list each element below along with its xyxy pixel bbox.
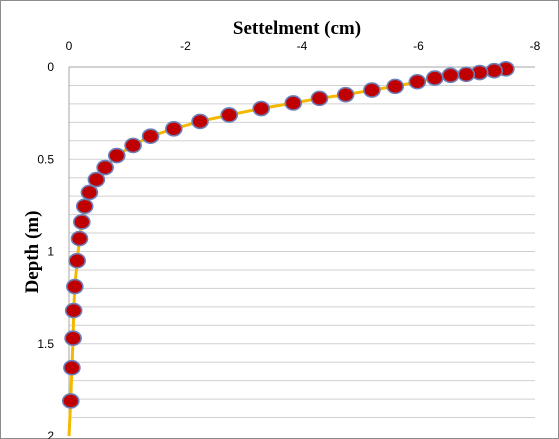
x-tick-label: 0	[66, 39, 73, 53]
y-tick-label: 2	[47, 429, 54, 439]
data-point	[80, 184, 99, 201]
data-point	[336, 86, 355, 103]
data-point	[73, 214, 91, 230]
data-point	[457, 66, 476, 83]
y-tick-label: 1.5	[37, 337, 54, 351]
y-tick-label: 0.5	[37, 152, 54, 166]
data-point	[61, 393, 80, 409]
tick-labels: 0 -2 -4 -6 -8 0 0.5 1 1.5 2	[37, 39, 540, 439]
data-point	[66, 278, 84, 295]
data-point	[165, 121, 183, 137]
data-point	[64, 302, 83, 319]
data-point	[408, 73, 427, 90]
data-point	[426, 70, 444, 86]
x-tick-label: -4	[297, 39, 308, 53]
data-point	[87, 171, 106, 188]
data-point	[284, 95, 303, 111]
data-point	[310, 90, 329, 107]
data-point	[75, 198, 94, 215]
x-tick-label: -8	[530, 39, 541, 53]
data-point	[96, 159, 114, 176]
data-point	[70, 230, 89, 247]
data-point	[386, 78, 405, 95]
data-point	[64, 330, 82, 347]
gridlines	[69, 84, 535, 419]
data-point	[485, 62, 504, 79]
x-tick-label: -6	[413, 39, 424, 53]
data-point	[63, 359, 81, 376]
data-markers	[61, 61, 515, 409]
data-point	[252, 100, 271, 117]
x-axis-title: Settelment (cm)	[233, 18, 361, 39]
y-tick-label: 0	[47, 60, 54, 74]
data-point	[124, 137, 142, 154]
data-point	[220, 107, 238, 123]
x-tick-label: -2	[180, 39, 191, 53]
data-point	[363, 82, 381, 98]
data-point	[141, 128, 160, 144]
y-tick-label: 1	[47, 245, 54, 259]
data-point	[68, 252, 86, 269]
y-axis-title: Depth (m)	[22, 211, 43, 294]
data-point	[191, 113, 209, 130]
data-point	[107, 147, 126, 164]
data-point	[441, 67, 460, 84]
